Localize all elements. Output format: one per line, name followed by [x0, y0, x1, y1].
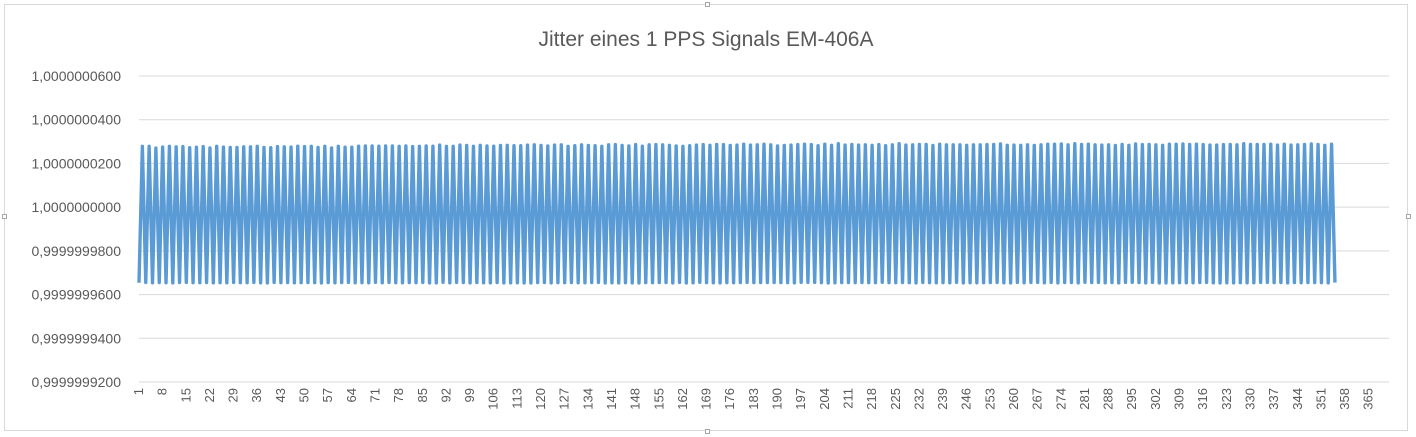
- resize-handle-bottom[interactable]: [705, 429, 710, 434]
- x-tick-label: 15: [178, 388, 193, 402]
- resize-handle-left[interactable]: [2, 214, 7, 219]
- x-tick-label: 218: [864, 388, 879, 410]
- chart-title: Jitter eines 1 PPS Signals EM-406A: [539, 28, 874, 51]
- x-tick-label: 204: [817, 388, 832, 410]
- x-axis-tick-labels: 1 8 15 22 29 36 43 50 57 64 71 78 85 92 99 106 113 120 127…: [131, 388, 1376, 410]
- x-tick-label: 281: [1077, 388, 1092, 410]
- x-tick-label: 148: [628, 388, 643, 410]
- x-tick-label: 85: [415, 388, 430, 402]
- y-tick-label: 0,9999999600: [31, 287, 121, 303]
- x-tick-label: 92: [438, 388, 453, 402]
- x-tick-label: 190: [770, 388, 785, 410]
- x-tick-label: 155: [651, 388, 666, 410]
- x-tick-label: 50: [297, 388, 312, 402]
- x-tick-label: 309: [1172, 388, 1187, 410]
- x-tick-label: 120: [533, 388, 548, 410]
- x-tick-label: 302: [1148, 388, 1163, 410]
- y-tick-label: 0,9999999200: [31, 374, 121, 390]
- x-tick-label: 358: [1337, 388, 1352, 410]
- x-tick-label: 267: [1030, 388, 1045, 410]
- x-tick-label: 43: [273, 388, 288, 402]
- x-tick-label: 274: [1053, 388, 1068, 410]
- y-tick-label: 0,9999999800: [31, 243, 121, 259]
- x-tick-label: 127: [557, 388, 572, 410]
- x-tick-label: 239: [935, 388, 950, 410]
- x-tick-label: 323: [1219, 388, 1234, 410]
- resize-handle-top[interactable]: [705, 2, 710, 7]
- x-tick-label: 337: [1266, 388, 1281, 410]
- x-tick-label: 295: [1124, 388, 1139, 410]
- x-tick-label: 71: [367, 388, 382, 402]
- x-tick-label: 29: [226, 388, 241, 402]
- series-group: [137, 142, 1337, 285]
- x-tick-label: 134: [580, 388, 595, 410]
- y-axis-tick-labels: 0,9999999200 0,9999999400 0,9999999600 0,99…: [31, 68, 121, 390]
- resize-handle-right[interactable]: [1406, 214, 1411, 219]
- x-tick-label: 330: [1242, 388, 1257, 410]
- y-tick-label: 0,9999999400: [31, 330, 121, 346]
- y-tick-label: 1,0000000200: [31, 155, 121, 171]
- x-tick-label: 57: [320, 388, 335, 402]
- x-tick-label: 1: [131, 388, 146, 395]
- x-tick-label: 176: [722, 388, 737, 410]
- x-tick-label: 344: [1290, 388, 1305, 410]
- x-tick-label: 64: [344, 388, 359, 402]
- y-tick-label: 1,0000000000: [31, 199, 121, 215]
- x-tick-label: 351: [1313, 388, 1328, 410]
- x-tick-label: 232: [911, 388, 926, 410]
- x-tick-label: 197: [793, 388, 808, 410]
- x-tick-label: 225: [888, 388, 903, 410]
- x-tick-label: 113: [509, 388, 524, 409]
- x-tick-label: 365: [1361, 388, 1376, 410]
- x-tick-label: 183: [746, 388, 761, 410]
- x-tick-label: 99: [462, 388, 477, 402]
- x-tick-label: 106: [486, 388, 501, 410]
- x-tick-label: 162: [675, 388, 690, 410]
- x-tick-label: 36: [249, 388, 264, 402]
- x-tick-label: 260: [1006, 388, 1021, 410]
- y-tick-label: 1,0000000400: [31, 112, 121, 128]
- x-tick-label: 169: [699, 388, 714, 410]
- x-tick-label: 8: [155, 388, 170, 395]
- x-tick-label: 246: [959, 388, 974, 410]
- x-tick-label: 141: [604, 388, 619, 410]
- x-tick-label: 288: [1101, 388, 1116, 410]
- x-tick-label: 22: [202, 388, 217, 402]
- x-tick-label: 316: [1195, 388, 1210, 410]
- y-tick-label: 1,0000000600: [31, 68, 121, 84]
- x-tick-label: 253: [982, 388, 997, 410]
- series-line-0: [137, 142, 1337, 285]
- x-tick-label: 78: [391, 388, 406, 402]
- x-tick-label: 211: [840, 388, 855, 409]
